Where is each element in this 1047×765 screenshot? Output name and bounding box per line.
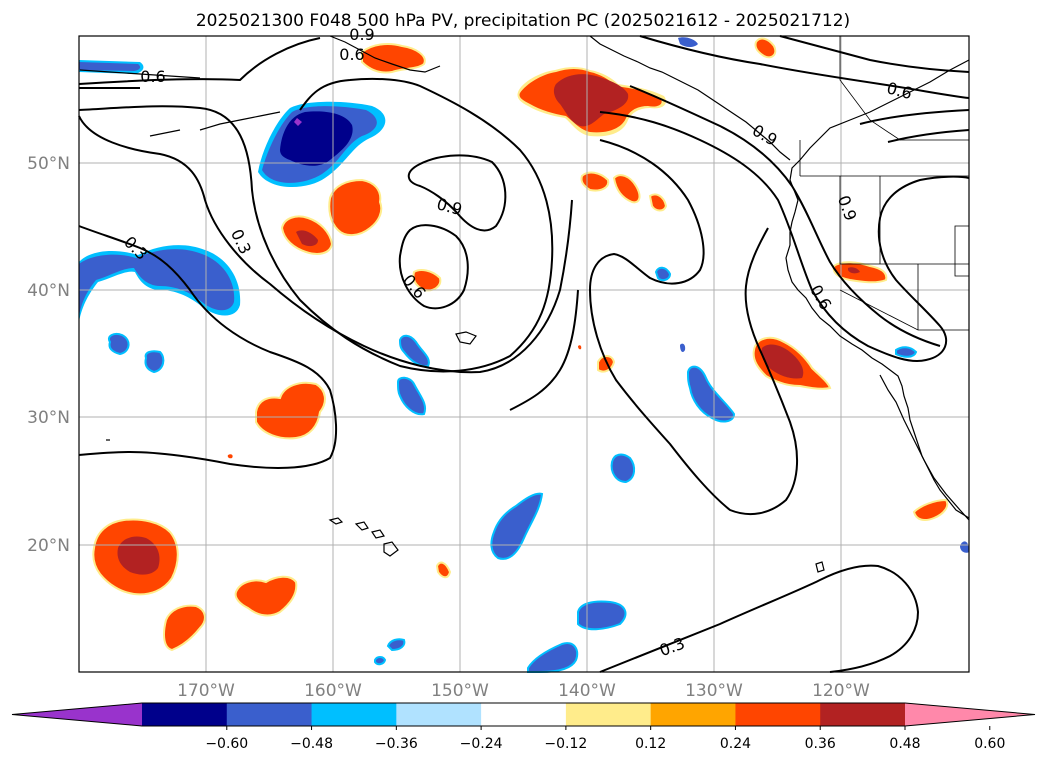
map-frame bbox=[78, 35, 970, 673]
colorbar-tick-label: −0.12 bbox=[544, 736, 587, 752]
colorbar-swatch bbox=[396, 703, 482, 726]
colorbar: −0.60 −0.48 −0.36 −0.24 −0.12 0.12 0.24 0.36 0.4… bbox=[11, 702, 1036, 752]
colorbar-tick-label: −0.60 bbox=[205, 736, 248, 752]
colorbar-tick-label: 0.24 bbox=[720, 736, 751, 752]
coastlines bbox=[79, 35, 970, 573]
colorbar-tick-label: −0.48 bbox=[290, 736, 333, 752]
colorbar-extend-high bbox=[905, 703, 1035, 726]
colorbar-tick-label: 0.48 bbox=[889, 736, 920, 752]
blob-california-positive bbox=[578, 336, 832, 390]
lat-label: 30°N bbox=[27, 408, 70, 428]
colorbar-tick-label: 0.36 bbox=[805, 736, 836, 752]
lon-label: 130°W bbox=[685, 681, 743, 701]
map-title: 2025021300 F048 500 hPa PV, precipitatio… bbox=[196, 11, 850, 31]
colorbar-swatch bbox=[311, 703, 397, 726]
colorbar-swatch bbox=[650, 703, 736, 726]
colorbar-swatch bbox=[481, 703, 567, 726]
blob-subtropical-positive bbox=[92, 381, 949, 652]
colorbar-tick-label: −0.36 bbox=[375, 736, 418, 752]
contour-label: 0.6 bbox=[140, 67, 165, 86]
colorbar-tick-label: 0.12 bbox=[635, 736, 666, 752]
blob-midlat-positive bbox=[280, 171, 888, 292]
blob-alaska-positive bbox=[361, 37, 777, 74]
lat-label: 50°N bbox=[27, 154, 70, 174]
lon-label: 120°W bbox=[812, 681, 870, 701]
contour-label: 0.9 bbox=[349, 25, 374, 44]
blob-gulf-alaska-negative bbox=[258, 101, 386, 188]
colorbar-swatch bbox=[820, 703, 906, 726]
lon-label: 150°W bbox=[431, 681, 489, 701]
blob-central-negative bbox=[374, 37, 969, 673]
colorbar-extend-low bbox=[12, 703, 142, 726]
colorbar-swatch bbox=[142, 703, 228, 726]
lon-label: 170°W bbox=[177, 681, 235, 701]
colorbar-tick-label: 0.60 bbox=[974, 736, 1005, 752]
colorbar-outline bbox=[11, 702, 1036, 727]
longitude-labels: 170°W 160°W 150°W 140°W 130°W 120°W bbox=[177, 681, 870, 701]
lon-label: 160°W bbox=[304, 681, 362, 701]
latitude-labels: 50°N 40°N 30°N 20°N bbox=[27, 154, 70, 556]
colorbar-swatch bbox=[226, 703, 313, 726]
lat-label: 20°N bbox=[27, 536, 70, 556]
graticule bbox=[79, 36, 969, 672]
lat-label: 40°N bbox=[27, 281, 70, 301]
lon-label: 140°W bbox=[558, 681, 616, 701]
map-area bbox=[79, 36, 969, 672]
colorbar-swatch bbox=[565, 703, 652, 726]
colorbar-swatch bbox=[735, 703, 821, 726]
pv-contours bbox=[78, 35, 970, 673]
contour-label: 0.6 bbox=[339, 45, 364, 64]
colorbar-tick-label: −0.24 bbox=[460, 736, 503, 752]
